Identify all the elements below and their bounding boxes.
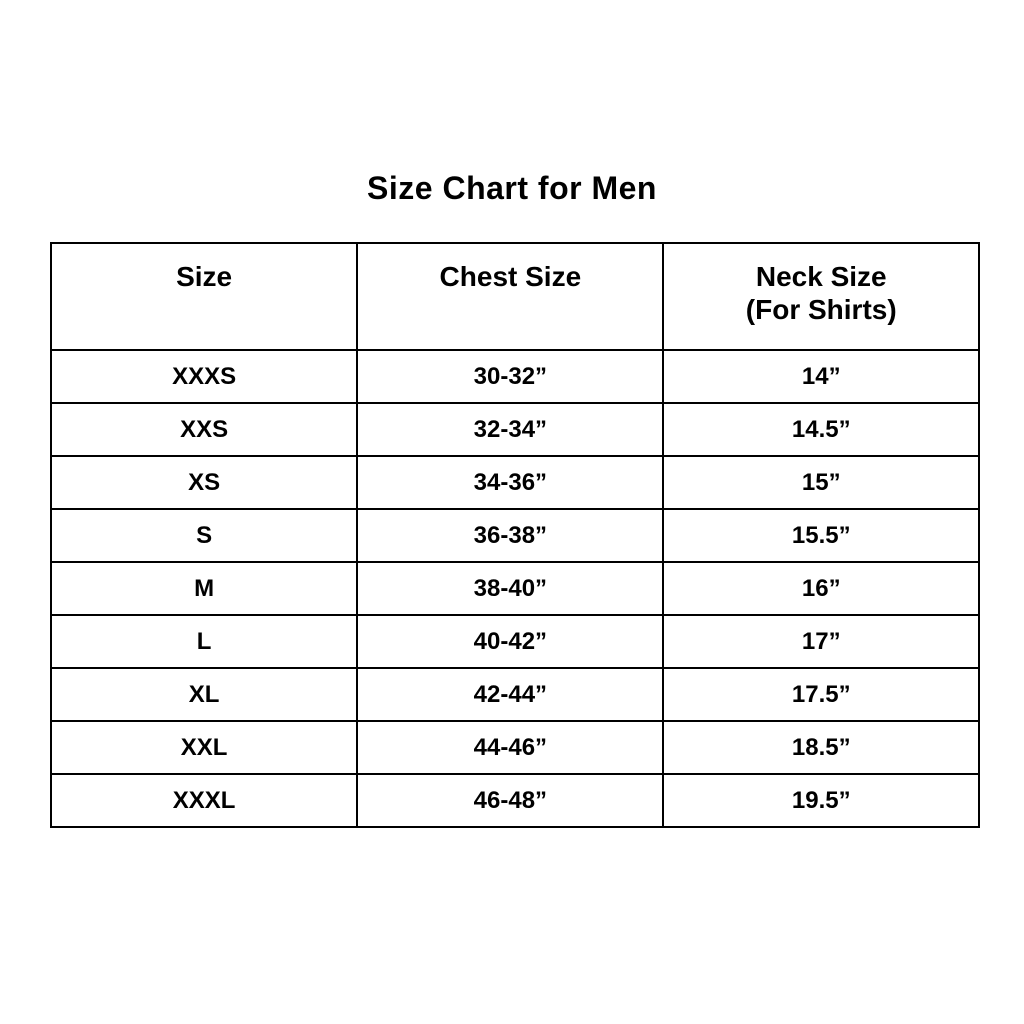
table-row: M 38-40” 16” [49, 561, 980, 616]
cell-chest-size: 42-44” [356, 667, 665, 722]
cell-chest-size: 34-36” [356, 455, 665, 510]
cell-neck-size: 14” [662, 349, 980, 404]
cell-neck-size: 15.5” [662, 508, 980, 563]
cell-size: L [49, 614, 359, 669]
table-row: XXL 44-46” 18.5” [49, 720, 980, 775]
cell-neck-size: 18.5” [662, 720, 980, 775]
header-neck-size-line1: Neck Size [755, 261, 887, 292]
cell-size: XXXS [49, 349, 359, 404]
header-cell-size: Size [49, 242, 359, 351]
cell-chest-size: 46-48” [356, 773, 665, 828]
cell-neck-size: 16” [662, 561, 980, 616]
cell-size: XXL [49, 720, 359, 775]
table-row: XXXS 30-32” 14” [49, 349, 980, 404]
page-title: Size Chart for Men [367, 170, 657, 206]
cell-size: XXS [49, 402, 359, 457]
table-row: L 40-42” 17” [49, 614, 980, 669]
cell-neck-size: 17.5” [662, 667, 980, 722]
table-row: XS 34-36” 15” [49, 455, 980, 510]
cell-chest-size: 38-40” [356, 561, 665, 616]
header-cell-chest-size: Chest Size [356, 242, 665, 351]
cell-chest-size: 36-38” [356, 508, 665, 563]
table-header-row: Size Chest Size Neck Size (For Shirts) [49, 242, 980, 351]
cell-size: S [49, 508, 359, 563]
table-row: XL 42-44” 17.5” [49, 667, 980, 722]
cell-size: XXXL [49, 773, 359, 828]
header-neck-size-line2: (For Shirts) [745, 294, 897, 325]
cell-chest-size: 32-34” [356, 402, 665, 457]
cell-chest-size: 44-46” [356, 720, 665, 775]
table-row: XXS 32-34” 14.5” [49, 402, 980, 457]
table-row: S 36-38” 15.5” [49, 508, 980, 563]
cell-chest-size: 30-32” [356, 349, 665, 404]
cell-size: XL [49, 667, 359, 722]
cell-neck-size: 19.5” [662, 773, 980, 828]
cell-neck-size: 14.5” [662, 402, 980, 457]
cell-chest-size: 40-42” [356, 614, 665, 669]
cell-neck-size: 15” [662, 455, 980, 510]
header-cell-neck-size: Neck Size (For Shirts) [662, 242, 980, 351]
table-row: XXXL 46-48” 19.5” [49, 773, 980, 828]
cell-neck-size: 17” [662, 614, 980, 669]
cell-size: M [49, 561, 359, 616]
size-chart-table: Size Chest Size Neck Size (For Shirts) X… [49, 242, 980, 828]
cell-size: XS [49, 455, 359, 510]
